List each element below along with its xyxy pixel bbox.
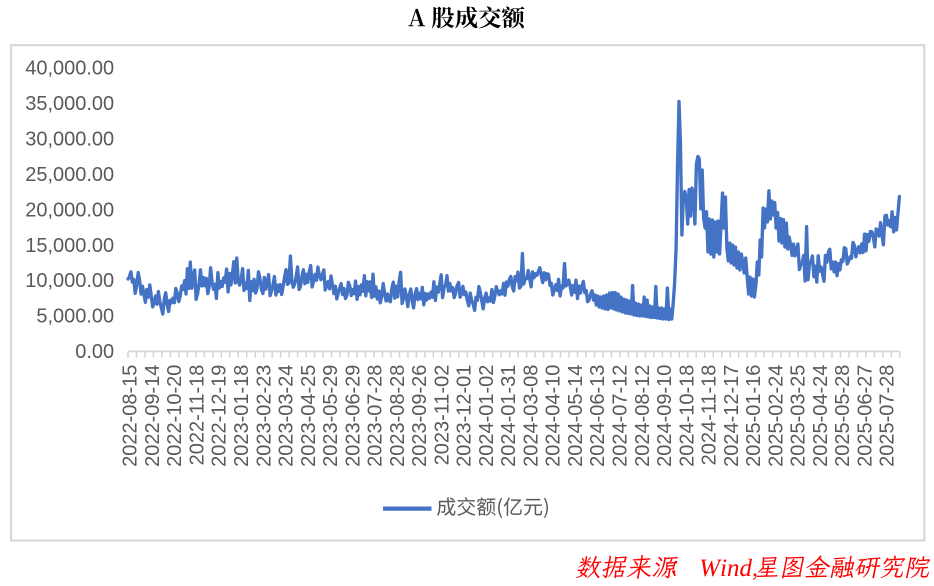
svg-text:2024-05-14: 2024-05-14 — [565, 365, 587, 467]
svg-text:2022-08-15: 2022-08-15 — [120, 365, 142, 467]
svg-text:2025-07-28: 2025-07-28 — [877, 365, 899, 467]
svg-text:2025-03-25: 2025-03-25 — [788, 365, 810, 467]
svg-text:2023-04-25: 2023-04-25 — [298, 365, 320, 467]
svg-text:2024-04-10: 2024-04-10 — [543, 365, 565, 467]
svg-text:2024-03-08: 2024-03-08 — [520, 365, 542, 467]
svg-text:2022-10-20: 2022-10-20 — [164, 365, 186, 467]
svg-text:2025-01-16: 2025-01-16 — [743, 365, 765, 467]
svg-text:2024-11-18: 2024-11-18 — [699, 365, 721, 466]
svg-text:2023-06-29: 2023-06-29 — [342, 365, 364, 467]
svg-text:2024-06-13: 2024-06-13 — [587, 365, 609, 467]
svg-text:2022-12-19: 2022-12-19 — [209, 365, 231, 467]
svg-text:2024-09-10: 2024-09-10 — [654, 365, 676, 467]
svg-text:10,000.00: 10,000.00 — [25, 270, 114, 292]
svg-text:2025-02-24: 2025-02-24 — [765, 365, 787, 467]
svg-text:2024-01-02: 2024-01-02 — [476, 365, 498, 467]
svg-text:0.00: 0.00 — [75, 341, 114, 363]
svg-text:2022-09-14: 2022-09-14 — [142, 365, 164, 467]
svg-text:2025-04-24: 2025-04-24 — [810, 365, 832, 467]
svg-text:2022-11-18: 2022-11-18 — [187, 365, 209, 466]
svg-text:2023-08-28: 2023-08-28 — [387, 365, 409, 467]
svg-text:2023-02-23: 2023-02-23 — [253, 365, 275, 467]
svg-text:2023-11-02: 2023-11-02 — [431, 365, 453, 466]
svg-text:40,000.00: 40,000.00 — [25, 58, 114, 80]
svg-text:2023-05-29: 2023-05-29 — [320, 365, 342, 467]
svg-text:2023-03-24: 2023-03-24 — [276, 365, 298, 467]
svg-text:2023-12-01: 2023-12-01 — [454, 365, 476, 467]
svg-text:15,000.00: 15,000.00 — [25, 235, 114, 257]
svg-text:2023-07-28: 2023-07-28 — [365, 365, 387, 467]
svg-text:2024-07-12: 2024-07-12 — [610, 365, 632, 467]
svg-text:2024-12-17: 2024-12-17 — [721, 365, 743, 467]
svg-text:2023-01-18: 2023-01-18 — [231, 365, 253, 467]
svg-text:20,000.00: 20,000.00 — [25, 199, 114, 221]
svg-text:35,000.00: 35,000.00 — [25, 93, 114, 115]
svg-text:2024-01-31: 2024-01-31 — [498, 365, 520, 467]
svg-text:2024-10-18: 2024-10-18 — [676, 365, 698, 467]
svg-text:30,000.00: 30,000.00 — [25, 129, 114, 151]
svg-text:2025-05-28: 2025-05-28 — [832, 365, 854, 467]
svg-text:2024-08-12: 2024-08-12 — [632, 365, 654, 467]
svg-text:25,000.00: 25,000.00 — [25, 164, 114, 186]
svg-text:2025-06-27: 2025-06-27 — [854, 365, 876, 467]
svg-text:5,000.00: 5,000.00 — [36, 306, 114, 328]
svg-text:2023-09-26: 2023-09-26 — [409, 365, 431, 467]
